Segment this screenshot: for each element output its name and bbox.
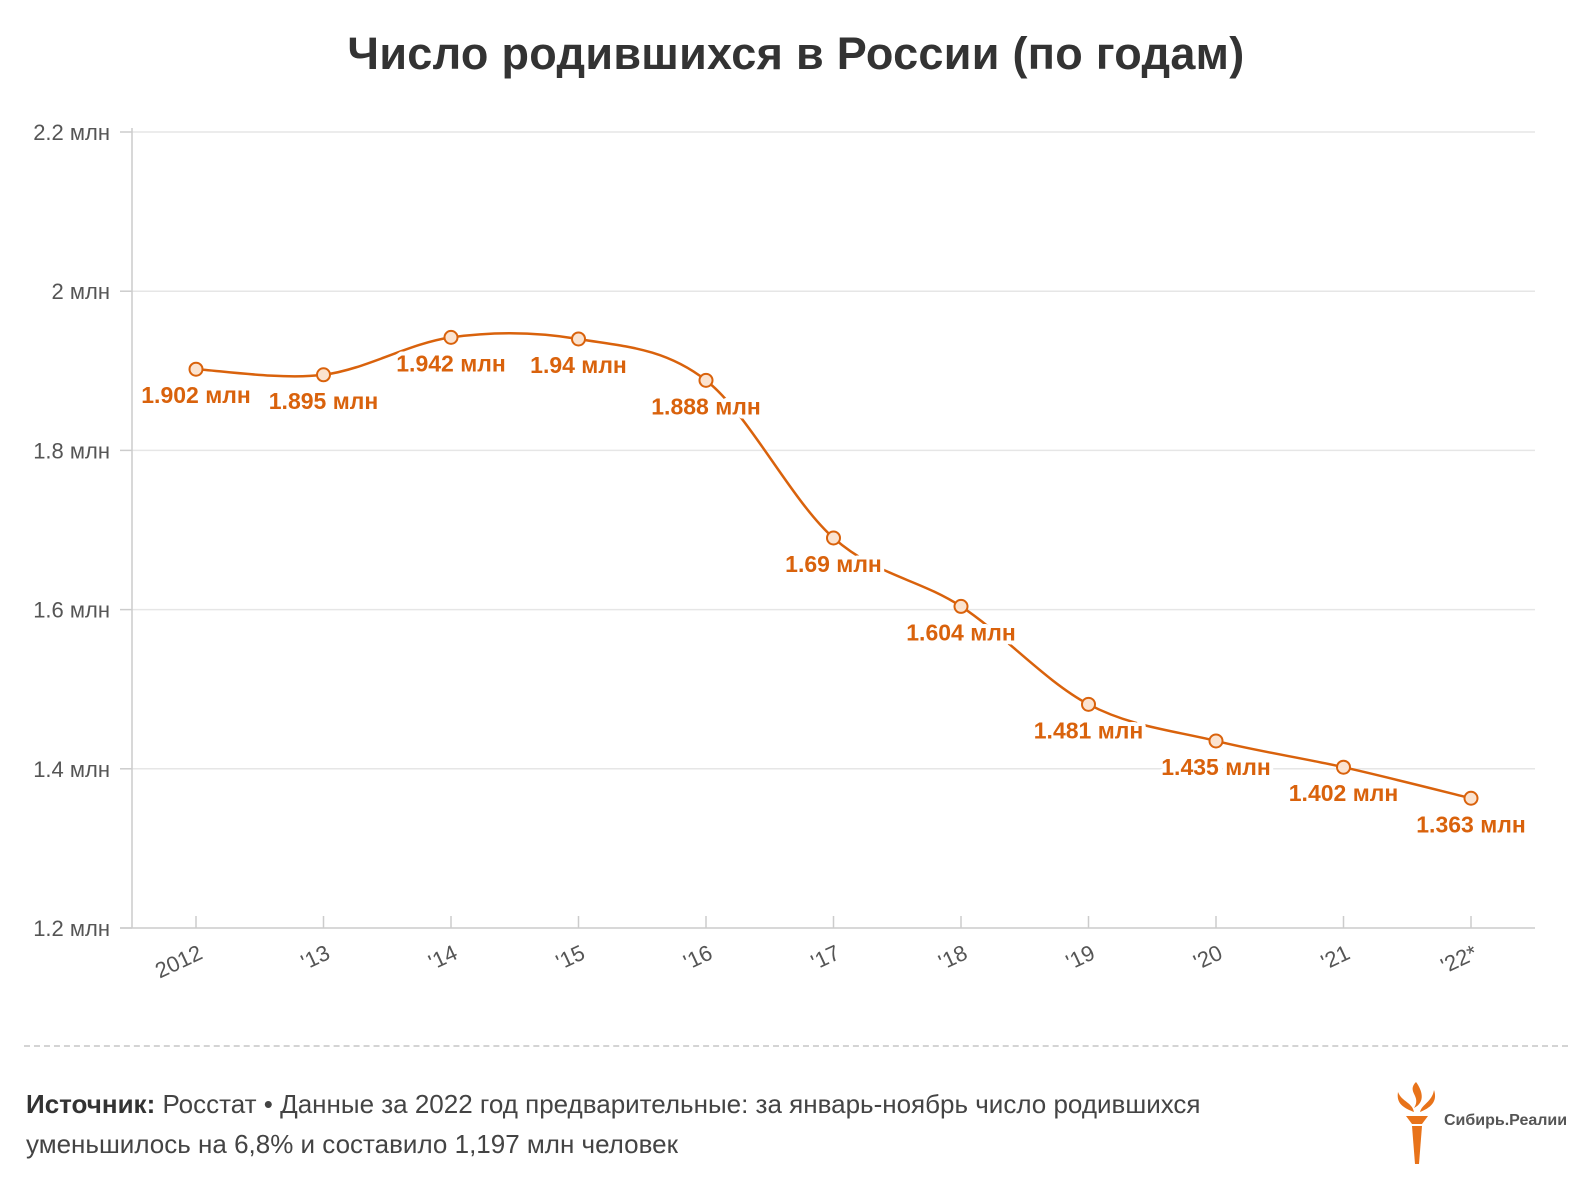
data-label: 1.402 млн <box>1289 780 1398 806</box>
data-label: 1.94 млн <box>530 352 627 378</box>
x-axis-ticks: 2012 '13 '14 '15 '16 '17 '18 '19 '20 '21 '22* <box>151 916 1482 983</box>
data-label: 1.363 млн <box>1416 811 1525 837</box>
x-tick-label: '22* <box>1437 940 1482 979</box>
source-label: Источник: <box>26 1089 156 1119</box>
data-label: 1.888 млн <box>651 393 760 419</box>
data-point[interactable] <box>443 329 459 345</box>
grid-lines <box>132 131 1535 770</box>
data-point[interactable] <box>1336 759 1351 775</box>
data-label: 1.69 млн <box>785 551 882 577</box>
y-tick-label: 1.2 млн <box>33 916 110 941</box>
y-axis-ticks: 1.2 млн 1.4 млн 1.6 млн 1.8 млн 2 млн 2.2 млн <box>33 120 132 941</box>
y-tick-label: 2 млн <box>52 279 110 304</box>
data-label: 1.481 млн <box>1034 717 1143 743</box>
x-tick-label: '16 <box>680 940 717 975</box>
source-note: Источник: Росстат • Данные за 2022 год п… <box>26 1084 1356 1164</box>
chart-title: Число родившихся в России (по годам) <box>347 28 1245 79</box>
brand-logo: Сибирь.Реалии <box>1392 1078 1582 1168</box>
x-tick-label: '13 <box>297 940 334 975</box>
x-tick-label: '19 <box>1062 940 1099 975</box>
y-tick-label: 1.6 млн <box>33 598 110 623</box>
y-tick-label: 1.8 млн <box>33 438 110 463</box>
x-tick-label: 2012 <box>151 940 206 983</box>
data-markers <box>188 329 1479 806</box>
x-tick-label: '20 <box>1190 940 1227 975</box>
source-text: Росстат • Данные за 2022 год предварител… <box>26 1089 1201 1159</box>
x-tick-label: '15 <box>552 940 589 975</box>
data-label: 1.902 млн <box>141 382 250 408</box>
logo-text: Сибирь.Реалии <box>1444 1112 1568 1129</box>
data-point[interactable] <box>1208 733 1224 749</box>
data-point[interactable] <box>188 361 204 377</box>
x-tick-label: '14 <box>425 940 462 975</box>
data-point[interactable] <box>1463 790 1479 806</box>
data-point[interactable] <box>953 598 969 614</box>
data-point[interactable] <box>571 331 586 347</box>
data-point[interactable] <box>1081 696 1096 712</box>
data-point[interactable] <box>826 530 841 546</box>
x-tick-label: '21 <box>1317 940 1354 975</box>
line-chart: 1.2 млн 1.4 млн 1.6 млн 1.8 млн 2 млн 2.2 млн… <box>33 120 1535 983</box>
x-tick-label: '17 <box>807 940 844 975</box>
axes <box>120 128 1535 929</box>
data-label: 1.435 млн <box>1161 754 1270 780</box>
data-point[interactable] <box>316 367 331 383</box>
footer-divider <box>24 1045 1568 1047</box>
x-tick-label: '18 <box>935 940 972 975</box>
data-label: 1.942 млн <box>396 350 505 376</box>
y-tick-label: 1.4 млн <box>33 757 110 782</box>
y-tick-label: 2.2 млн <box>33 120 110 145</box>
data-point[interactable] <box>698 372 714 388</box>
data-labels: 1.902 млн 1.895 млн 1.942 млн 1.94 млн 1.888… <box>137 346 1529 841</box>
data-label: 1.895 млн <box>269 388 378 414</box>
torch-icon <box>1397 1082 1436 1164</box>
data-label: 1.604 млн <box>906 619 1015 645</box>
